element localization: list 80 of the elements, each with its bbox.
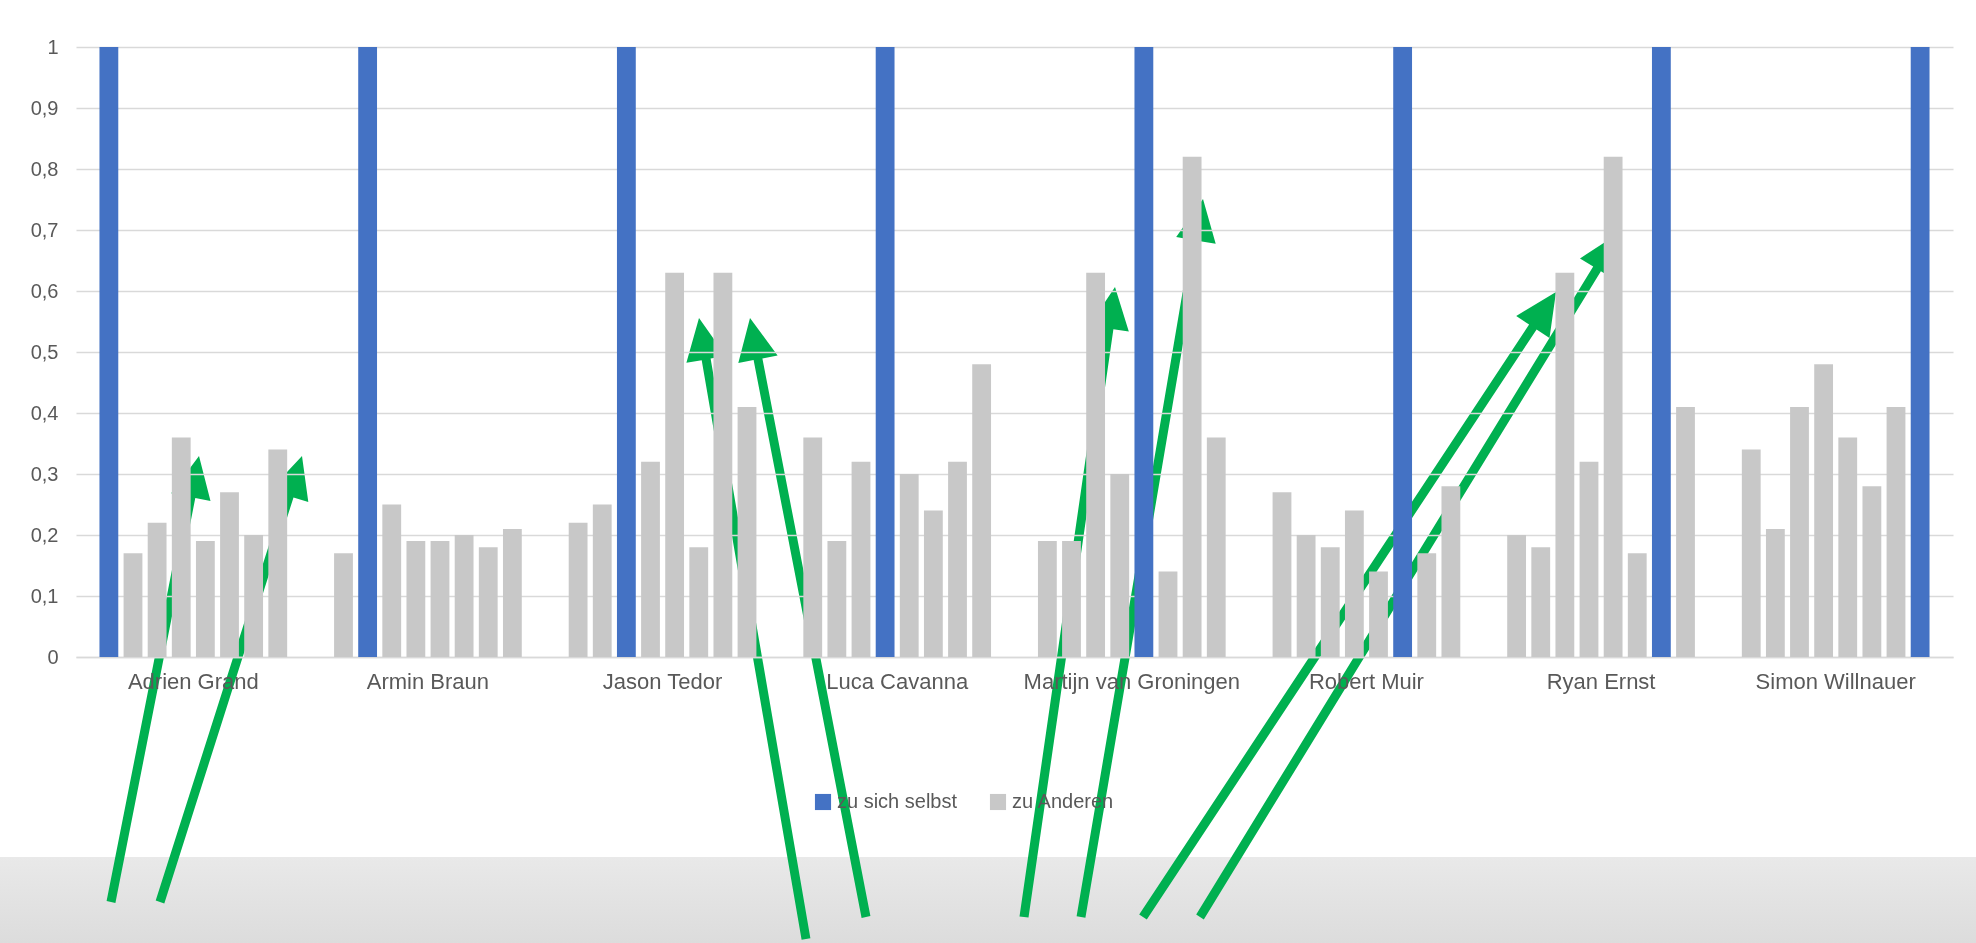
bar [1579,461,1599,657]
bar [948,461,967,657]
bar [827,541,847,657]
bar [972,364,992,657]
y-tick-label: 0,5 [30,340,59,363]
bar [1838,437,1858,657]
bar [478,547,498,657]
bar [875,47,895,657]
bar [1344,510,1364,657]
bar [1393,47,1413,657]
bar [851,461,871,657]
bar [123,553,143,657]
bar [1886,406,1906,657]
bar [1296,535,1316,657]
y-tick-label: 0 [47,645,59,668]
bar [1086,272,1106,657]
bar [430,541,450,657]
bar [99,47,119,657]
bar [568,522,588,657]
bar [1627,553,1647,657]
bar [358,47,378,657]
bar [616,47,636,657]
x-tick-label: Simon Willnauer [1755,668,1916,694]
bar [1134,47,1154,657]
bar [220,492,239,657]
bar [406,541,426,657]
y-tick-label: 0,9 [30,96,59,119]
bar [1531,547,1551,657]
bar [1369,571,1388,657]
bar [1206,437,1226,657]
bar [1765,528,1785,657]
bar [1814,364,1834,657]
x-tick-label: Ryan Ernst [1546,668,1656,694]
y-tick-label: 0,7 [30,218,59,241]
x-tick-label: Jason Tedor [602,668,723,694]
bar [1862,486,1882,657]
y-tick-label: 0,3 [30,462,59,485]
bar [244,535,264,657]
bar [1507,535,1527,657]
bar [1417,553,1437,657]
bar [1910,47,1930,657]
bar [923,510,943,657]
bar [1676,406,1695,657]
bar [689,547,709,657]
bar [1182,156,1202,657]
y-tick-label: 0,2 [30,523,59,546]
bar [1555,272,1575,657]
y-tick-label: 0,6 [30,279,59,302]
bar [1441,486,1461,657]
bar [268,449,288,657]
bar [1062,541,1081,657]
bar [803,437,823,657]
y-tick-label: 0,4 [30,401,59,424]
bar [1603,156,1623,657]
bar [1651,47,1671,657]
bar [195,541,215,657]
x-tick-label: Armin Braun [366,668,490,694]
bar [592,504,612,657]
bar [1158,571,1178,657]
bar [1272,492,1292,657]
bar [899,474,919,657]
bar [334,553,353,657]
bar [1110,474,1130,657]
bar [454,535,474,657]
bar [1320,547,1340,657]
bar [1741,449,1761,657]
y-tick-label: 0,1 [30,584,59,607]
bar [737,406,757,657]
bar [641,461,660,657]
y-tick-label: 1 [47,35,59,58]
bar [665,272,685,657]
bar [147,522,167,657]
bar [502,528,522,657]
x-tick-label: Luca Cavanna [826,668,969,694]
bar [1037,541,1057,657]
y-tick-label: 0,8 [30,157,59,180]
bar [171,437,191,657]
bar [713,272,733,657]
bar [382,504,402,657]
bar [1790,406,1809,657]
